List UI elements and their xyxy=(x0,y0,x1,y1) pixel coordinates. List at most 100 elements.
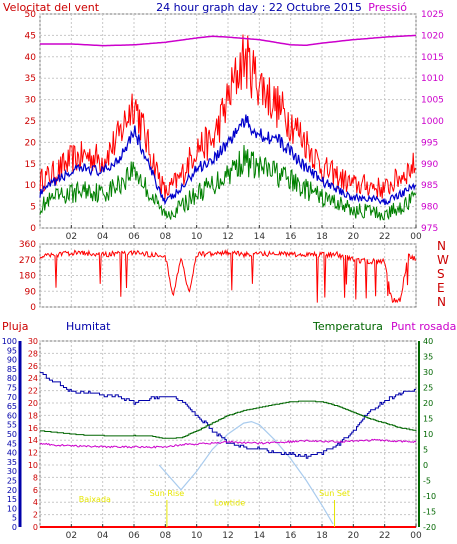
pressure-tick-label: 990 xyxy=(421,160,438,170)
humidity-tick-label: 85 xyxy=(7,365,17,374)
humidity-tick-label: 10 xyxy=(7,504,17,513)
wind-speed-tick-label: 45 xyxy=(25,31,36,41)
wind-hour-tick-label: 08 xyxy=(160,232,172,242)
humidity-tick-label: 20 xyxy=(7,486,17,495)
humidity-tick-label: 40 xyxy=(7,449,17,458)
humidity-tick-label: 5 xyxy=(12,514,17,523)
humidity-tick-label: 80 xyxy=(7,374,17,383)
wind-speed-tick-label: 30 xyxy=(25,96,37,106)
temperature-tick-label: -15 xyxy=(423,508,436,517)
annotation-label: Baixada xyxy=(79,495,111,504)
temperature-tick-label: 20 xyxy=(423,399,433,408)
humidity-hour-tick-label: 08 xyxy=(160,531,172,541)
wind-chart-hour-ticks: 02 04 06 08 10 12 14 16 18 20 22 00 xyxy=(66,225,422,242)
wind-hour-tick-label: 16 xyxy=(285,232,297,242)
wind-speed-tick-label: 40 xyxy=(25,53,37,63)
humidity-tick-label: 15 xyxy=(7,495,17,504)
rain-tick-label: 6 xyxy=(33,486,38,495)
pressure-tick-label: 995 xyxy=(421,138,438,148)
wind-hour-tick-label: 20 xyxy=(348,232,360,242)
wind-speed-tick-label: 20 xyxy=(25,138,37,148)
rain-tick-label: 26 xyxy=(28,362,38,371)
temperature-tick-label: 15 xyxy=(423,415,433,424)
wind-hour-tick-label: 10 xyxy=(191,232,203,242)
wind-speed-line xyxy=(39,144,417,221)
rain-tick-label: 18 xyxy=(28,411,38,420)
temperature-tick-label: 30 xyxy=(423,368,433,377)
humidity-axis-label: Humitat xyxy=(66,320,111,333)
wind-hour-tick-label: 06 xyxy=(128,232,140,242)
humidity-tick-label: 50 xyxy=(7,430,17,439)
rain-tick-label: 22 xyxy=(28,387,38,396)
temperature-tick-label: 0 xyxy=(423,461,428,470)
rain-tick-label: 28 xyxy=(28,349,38,358)
chart-title: 24 hour graph day : 22 Octubre 2015 xyxy=(156,1,362,14)
dewpoint-axis-label: Punt rosada xyxy=(391,320,456,333)
rain-tick-label: 2 xyxy=(33,511,38,520)
wind-hour-tick-label: 04 xyxy=(97,232,109,242)
humidity-tick-label: 90 xyxy=(7,356,17,365)
pressure-tick-label: 980 xyxy=(421,203,438,213)
temperature-tick-label: 40 xyxy=(423,337,433,346)
wind-average-line xyxy=(39,114,417,206)
dewpoint-line xyxy=(39,438,417,449)
humidity-hour-tick-label: 06 xyxy=(128,531,140,541)
humidity-hour-tick-label: 04 xyxy=(97,531,109,541)
wind-hour-tick-label: 12 xyxy=(222,232,233,242)
temperature-line xyxy=(40,400,417,439)
rain-tick-label: 24 xyxy=(28,374,38,383)
humidity-tick-label: 35 xyxy=(7,458,17,467)
wind-hour-tick-label: 18 xyxy=(316,232,328,242)
wind-speed-tick-label: 15 xyxy=(25,160,36,170)
wind-speed-tick-label: 5 xyxy=(30,203,36,213)
rain-axis-label: Pluja xyxy=(2,320,28,333)
wind-speed-ticks: 0 5 10 15 20 25 30 35 40 45 50 xyxy=(25,10,37,234)
direction-tick-label: 180 xyxy=(19,272,36,282)
humidity-line xyxy=(40,372,416,459)
humidity-tick-label: 95 xyxy=(7,346,17,355)
rain-tick-label: 0 xyxy=(33,523,38,532)
humidity-temperature-chart: Pluja Humitat Temperatura Punt rosada Ba… xyxy=(2,320,457,541)
wind-hour-tick-label: 00 xyxy=(410,232,422,242)
compass-label: W xyxy=(437,253,449,267)
humidity-tick-label: 70 xyxy=(7,393,17,402)
annotation-label: Sun Set xyxy=(319,489,350,498)
pressure-tick-label: 1020 xyxy=(421,31,444,41)
rain-tick-label: 20 xyxy=(28,399,38,408)
direction-chart-series xyxy=(39,248,417,304)
compass-label: E xyxy=(437,281,445,295)
compass-label: N xyxy=(437,295,446,309)
humidity-tick-label: 45 xyxy=(7,439,17,448)
humidity-hour-tick-label: 02 xyxy=(66,531,77,541)
wind-hour-tick-label: 22 xyxy=(379,232,390,242)
direction-ticks: 0 90 180 270 360 xyxy=(19,240,36,313)
temperature-ticks: -20 -15 -10 -5 0 5 10 15 20 25 30 35 40 xyxy=(418,337,436,532)
pressure-line xyxy=(40,34,417,47)
humidity-tick-label: 75 xyxy=(7,384,17,393)
wind-speed-tick-label: 50 xyxy=(25,10,37,20)
direction-tick-label: 90 xyxy=(25,287,37,297)
pressure-tick-label: 1005 xyxy=(421,96,444,106)
temperature-tick-label: 5 xyxy=(423,446,428,455)
wind-speed-tick-label: 10 xyxy=(25,181,37,191)
rain-tick-label: 12 xyxy=(28,449,38,458)
humidity-tick-label: 30 xyxy=(7,467,17,476)
wind-speed-axis-label: Velocitat del vent xyxy=(3,1,100,14)
temperature-axis-label: Temperatura xyxy=(312,320,383,333)
humidity-hour-tick-label: 14 xyxy=(254,531,266,541)
wind-speed-tick-label: 25 xyxy=(25,117,36,127)
direction-tick-label: 0 xyxy=(30,303,36,313)
rain-tick-label: 10 xyxy=(28,461,38,470)
direction-tick-label: 270 xyxy=(19,256,36,266)
humidity-tick-label: 65 xyxy=(7,402,17,411)
humidity-hour-tick-label: 12 xyxy=(222,531,233,541)
compass-label: N xyxy=(437,239,446,253)
wind-hour-tick-label: 14 xyxy=(254,232,266,242)
pressure-axis-label: Pressió xyxy=(368,1,407,14)
pressure-tick-label: 975 xyxy=(421,224,438,234)
rain-tick-label: 30 xyxy=(28,337,38,346)
humidity-tick-label: 0 xyxy=(12,523,17,532)
wind-speed-tick-label: 0 xyxy=(30,224,36,234)
